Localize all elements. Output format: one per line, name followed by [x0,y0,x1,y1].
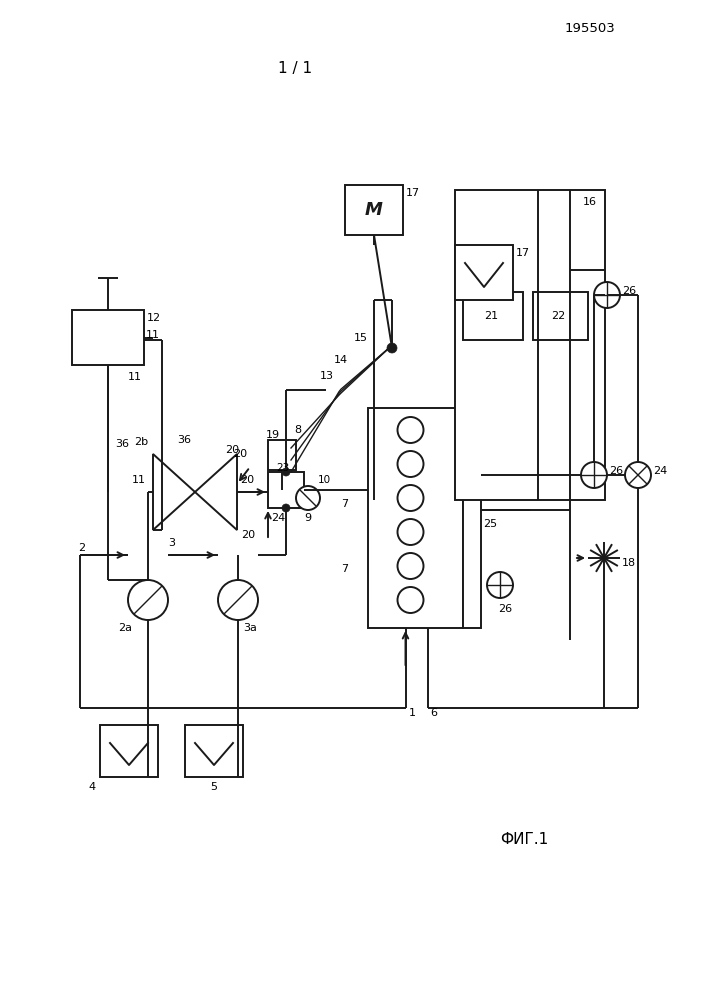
Text: 15: 15 [354,333,368,343]
Bar [368,408,463,628]
Text: 21: 21 [484,311,498,321]
Text: 7: 7 [341,564,348,574]
Text: 11: 11 [146,331,160,341]
Text: 25: 25 [483,519,497,529]
Text: 22: 22 [551,311,565,321]
Text: 14: 14 [334,355,348,365]
Text: 8: 8 [294,425,301,435]
Text: ФИГ.1: ФИГ.1 [500,832,548,847]
Bar [463,292,523,340]
Circle shape [397,587,423,613]
Text: 4: 4 [88,782,95,792]
Text: 24: 24 [653,466,667,476]
Polygon shape [195,454,237,530]
Text: 2b: 2b [134,437,148,447]
Bar [533,292,588,340]
Circle shape [397,519,423,545]
Text: 36: 36 [115,439,129,449]
Circle shape [625,462,651,488]
Circle shape [594,282,620,308]
Circle shape [128,580,168,620]
Circle shape [397,417,423,443]
Text: 6: 6 [431,708,438,718]
Bar [463,408,481,628]
Circle shape [397,485,423,511]
Circle shape [296,486,320,510]
Text: 20: 20 [233,449,247,459]
Text: 3: 3 [168,538,175,548]
Text: 24: 24 [271,513,285,523]
Text: 9: 9 [304,513,311,523]
Text: 10: 10 [318,475,331,485]
Text: 7: 7 [341,499,348,509]
Text: 5: 5 [211,782,218,792]
Bar [100,725,158,777]
Text: 20: 20 [225,445,239,455]
Text: 18: 18 [622,558,636,568]
Circle shape [397,553,423,579]
Text: 2a: 2a [118,623,132,633]
Text: 26: 26 [498,604,512,614]
Text: M: M [365,201,383,219]
Text: 2: 2 [78,543,85,553]
Text: 19: 19 [266,430,280,440]
Text: 26: 26 [609,466,623,476]
Bar [455,190,605,500]
Circle shape [487,572,513,598]
Text: 11: 11 [132,475,146,485]
Text: 3a: 3a [243,623,257,633]
Text: 11: 11 [128,372,142,382]
Text: 26: 26 [622,286,636,296]
Polygon shape [153,454,195,530]
Circle shape [397,451,423,477]
Text: 23: 23 [276,463,289,473]
Bar [268,472,304,508]
Circle shape [581,462,607,488]
Bar [345,185,403,235]
Text: 12: 12 [147,313,161,323]
Circle shape [218,580,258,620]
Text: 16: 16 [583,197,597,207]
Text: 13: 13 [320,371,334,381]
Text: 195503: 195503 [565,22,616,35]
Text: 17: 17 [406,188,420,198]
Circle shape [282,504,290,512]
Text: 20: 20 [241,530,255,540]
Bar [268,440,296,470]
Bar [185,725,243,777]
Circle shape [387,343,397,353]
Bar [72,310,144,365]
Circle shape [282,468,290,476]
Text: 1: 1 [409,708,416,718]
Text: 36: 36 [177,435,191,445]
Text: 1 / 1: 1 / 1 [278,61,312,76]
Text: 17: 17 [516,248,530,258]
Bar [455,245,513,300]
Text: 20: 20 [240,475,254,485]
